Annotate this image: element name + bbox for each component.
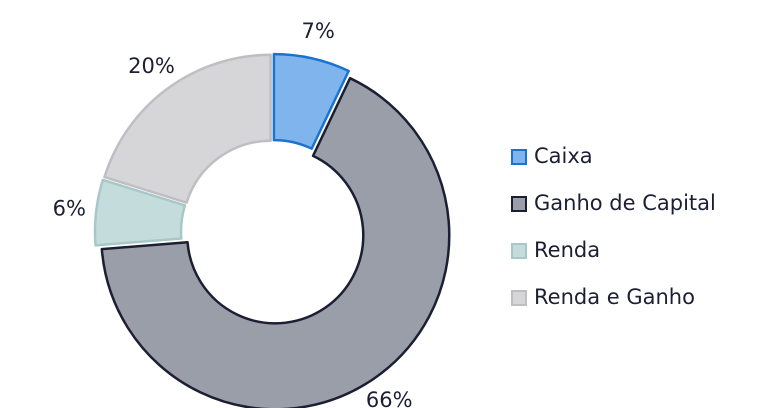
legend-label: Renda e Ganho <box>534 285 695 309</box>
legend-label: Renda <box>534 238 600 262</box>
value-label: 20% <box>128 54 175 78</box>
slice <box>272 52 350 150</box>
value-label: 6% <box>53 196 86 220</box>
legend-swatch <box>511 290 527 306</box>
slice <box>103 53 272 204</box>
legend-swatch <box>511 149 527 165</box>
value-label: 66% <box>366 388 413 408</box>
slice <box>100 76 451 408</box>
legend-label: Caixa <box>534 144 593 168</box>
legend-swatch <box>511 196 527 212</box>
legend-swatch <box>511 243 527 259</box>
legend-label: Ganho de Capital <box>534 191 716 215</box>
slice <box>93 178 187 247</box>
value-label: 7% <box>301 19 334 43</box>
